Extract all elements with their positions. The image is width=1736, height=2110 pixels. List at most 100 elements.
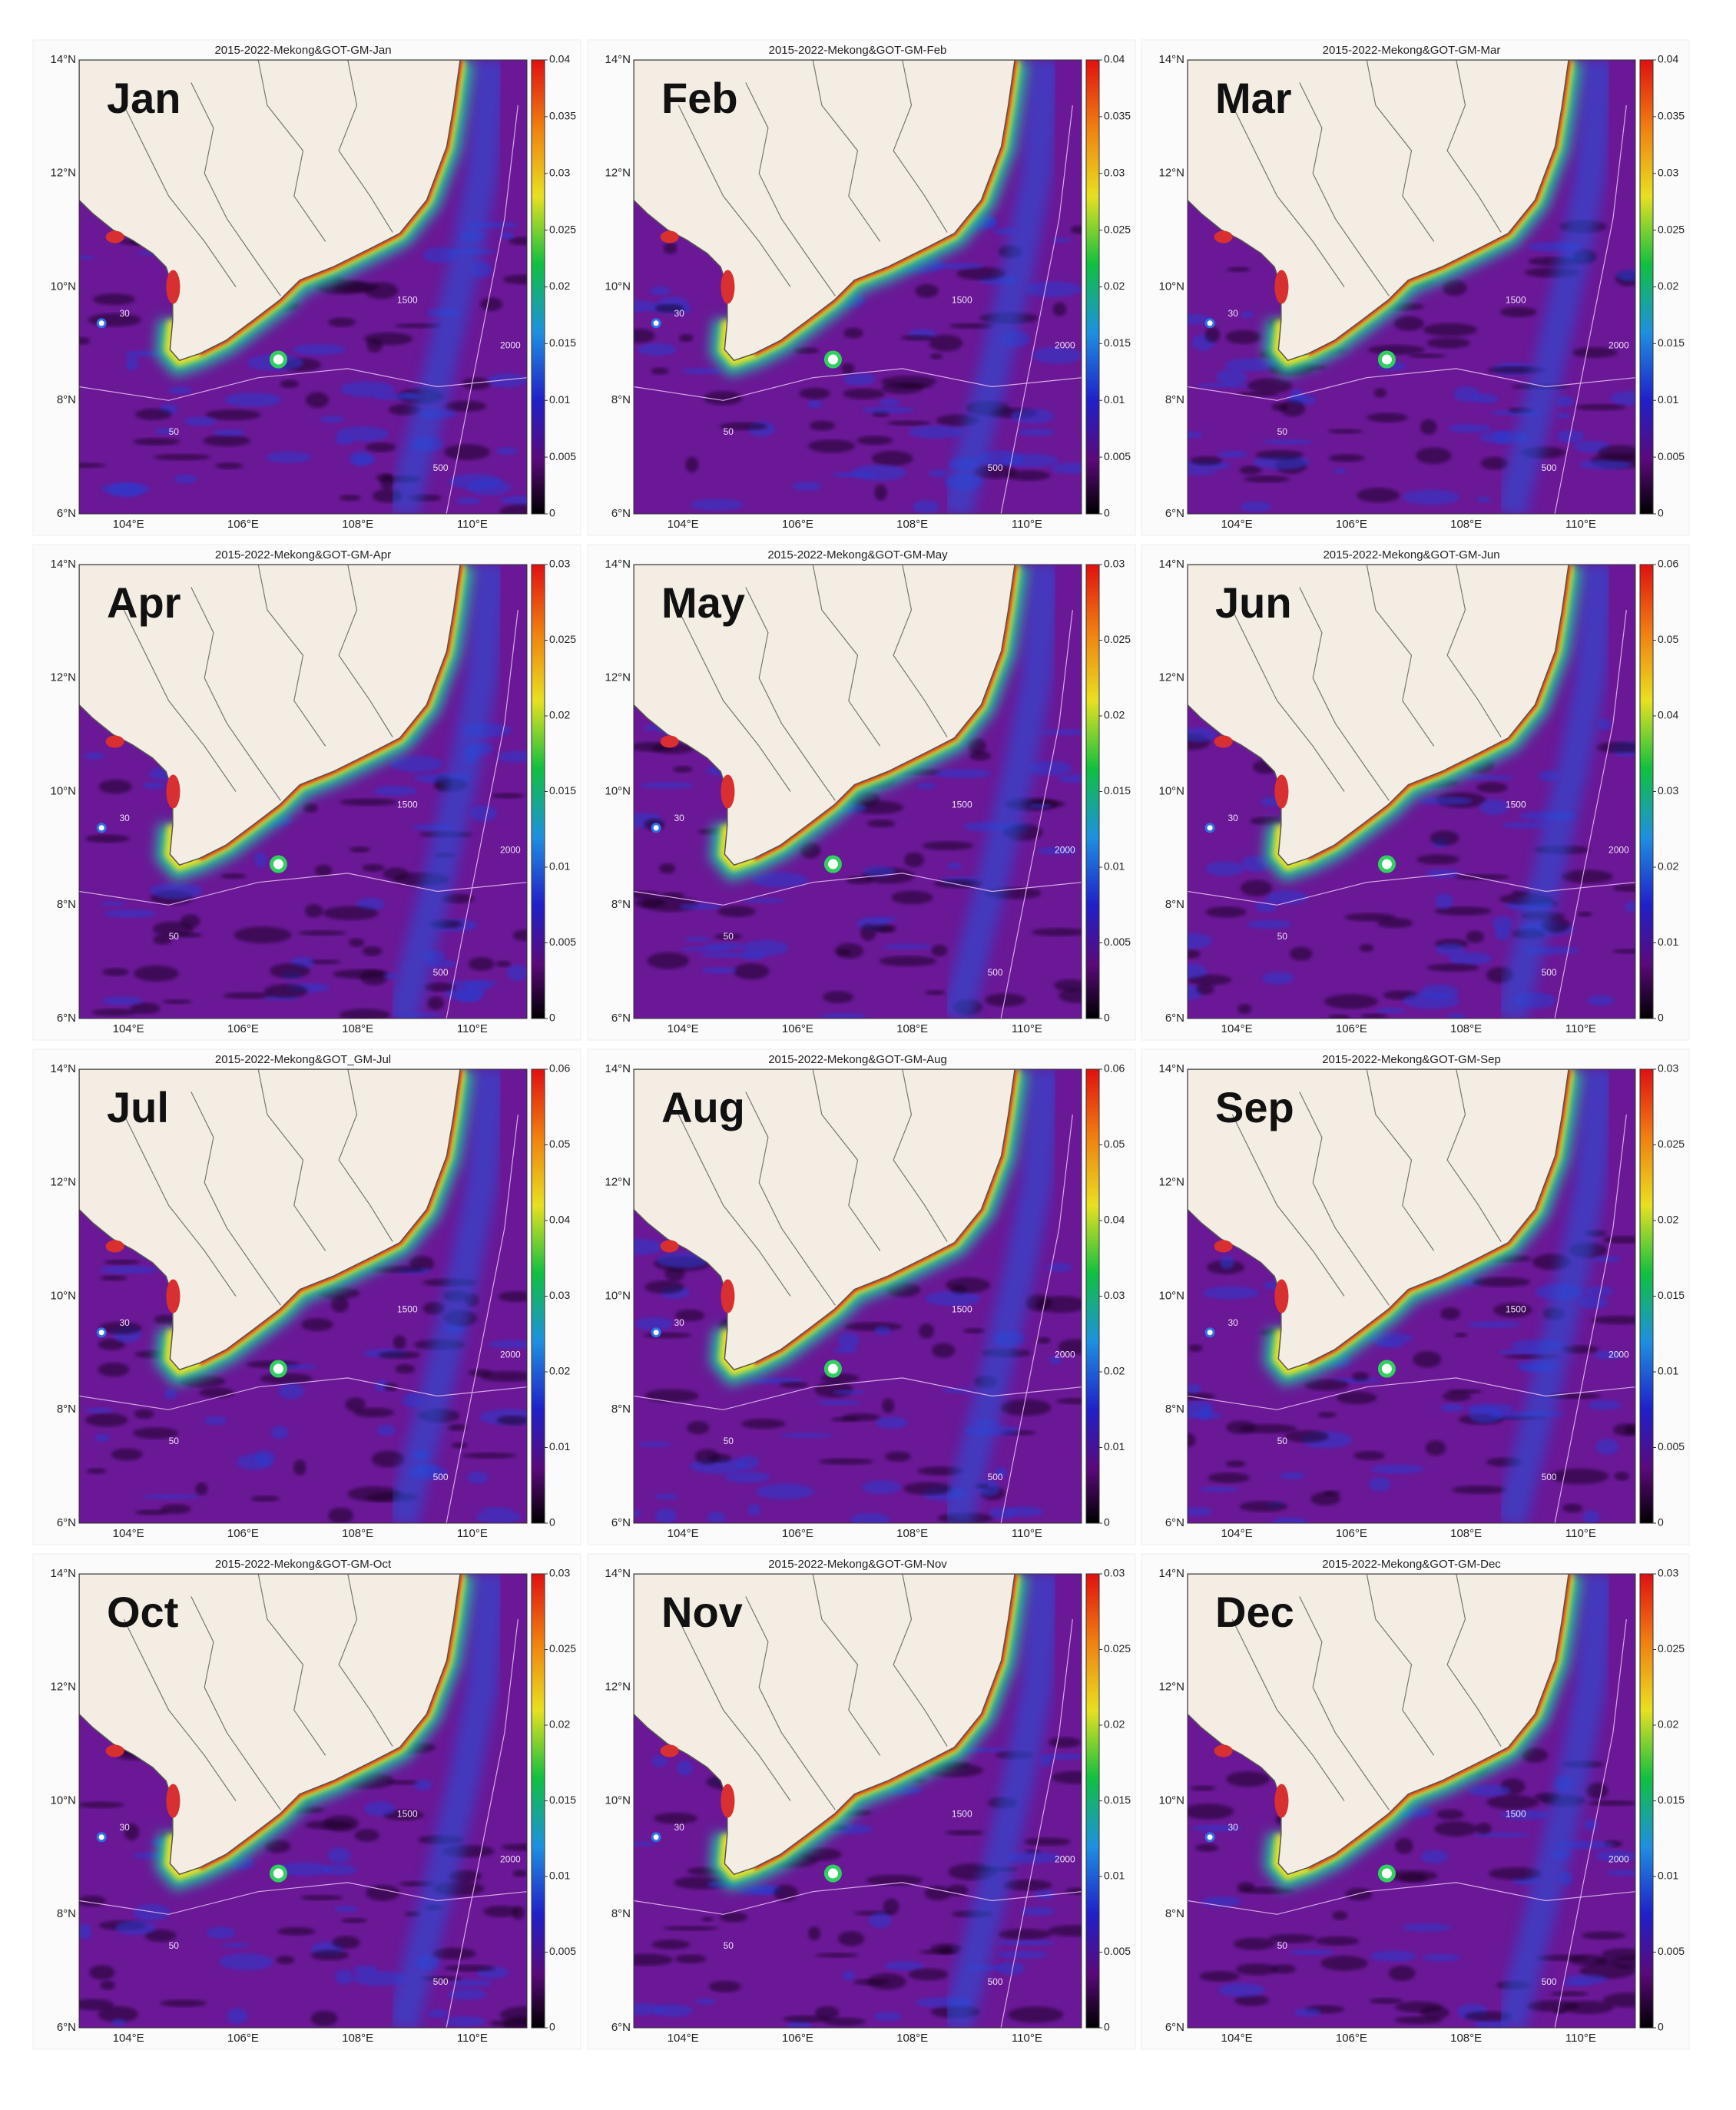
blue-patch <box>1625 901 1635 913</box>
dark-patch <box>929 353 943 359</box>
lat-tick-label: 6°N <box>57 1012 76 1025</box>
dark-patch <box>1208 1472 1251 1483</box>
dark-patch <box>1436 1809 1464 1820</box>
colorbar-tick-label: 0.03 <box>1658 166 1678 178</box>
contour-label: 30 <box>119 813 130 823</box>
dark-patch <box>1304 1379 1349 1391</box>
lat-tick-label: 8°N <box>1165 1403 1184 1416</box>
colorbar-tick-label: 0.03 <box>1104 1567 1125 1579</box>
dark-patch <box>860 923 876 941</box>
lat-tick-label: 14°N <box>605 53 631 66</box>
dark-patch <box>947 1884 969 1896</box>
island <box>269 855 287 873</box>
map-panel: 30 50 500 1500 2000 2015-2022-Mekong&GOT-GM-D… <box>1141 1553 1690 2050</box>
contour-label: 500 <box>988 462 1003 473</box>
island <box>1377 1360 1396 1378</box>
island <box>96 318 107 329</box>
blue-patch <box>1188 1507 1213 1516</box>
blue-patch <box>115 1920 156 1936</box>
dark-patch <box>1056 1398 1082 1405</box>
blue-patch <box>1050 237 1072 243</box>
dark-patch <box>707 1453 732 1462</box>
blue-patch <box>1032 346 1082 364</box>
dark-patch <box>1234 1995 1269 2006</box>
colorbar-tick-label: 0.01 <box>1658 936 1678 948</box>
colorbar-tick-label: 0.01 <box>1104 1440 1125 1452</box>
colorbar-tick-label: 0.02 <box>1104 1365 1125 1377</box>
dark-patch <box>879 956 937 967</box>
blue-patch <box>108 482 144 498</box>
dark-patch <box>1591 1315 1635 1325</box>
dark-patch <box>1582 1931 1626 1940</box>
contour <box>1000 1619 1073 2028</box>
dark-patch <box>1480 456 1509 470</box>
blue-patch <box>1205 861 1244 876</box>
dark-patch <box>1052 1770 1082 1784</box>
map-panel: 30 50 500 1500 2000 2015-2022-Mekong&GOT-GM-M… <box>587 544 1136 1041</box>
panel-title: 2015-2022-Mekong&GOT-GM-Jan <box>214 44 391 57</box>
contour-label: 30 <box>1227 308 1238 319</box>
lon-tick-label: 106°E <box>227 2032 259 2045</box>
dark-patch <box>968 738 986 754</box>
dark-patch <box>445 1965 495 1972</box>
contour-label: 30 <box>119 1822 130 1833</box>
dark-patch <box>424 982 456 992</box>
month-label: Dec <box>1215 1588 1294 1636</box>
dark-patch <box>1612 949 1635 954</box>
colorbar-tick-label: 0.02 <box>1658 860 1678 873</box>
island <box>1204 1832 1215 1843</box>
dark-patch <box>1426 337 1470 349</box>
map-border <box>1187 564 1636 1019</box>
blue-patch <box>1366 1333 1413 1344</box>
colorbar-tick-label: 0.005 <box>549 1945 576 1957</box>
river <box>745 1091 836 1306</box>
dark-patch <box>1359 943 1374 952</box>
dark-patch <box>269 963 310 979</box>
lon-tick-label: 108°E <box>1450 1022 1482 1035</box>
dark-patch <box>687 1421 710 1435</box>
contour-label: 50 <box>169 931 180 942</box>
blue-patch <box>850 1512 890 1523</box>
blue-patch <box>376 1424 396 1436</box>
blue-patch <box>219 1953 273 1971</box>
blue-patch <box>1476 496 1491 503</box>
blue-patch <box>743 898 786 903</box>
blue-patch <box>1049 1356 1062 1365</box>
dark-patch <box>452 1442 468 1449</box>
dark-patch <box>1268 1933 1316 1943</box>
colorbar-tick-label: 0.015 <box>1104 336 1131 349</box>
shelf-band <box>1495 1069 1615 1523</box>
blue-patch <box>913 499 939 514</box>
red-patch <box>105 230 124 243</box>
blue-patch <box>1474 1832 1531 1837</box>
dark-patch <box>1048 1737 1082 1748</box>
dark-patch <box>1315 1936 1360 1946</box>
blue-patch <box>444 2016 485 2027</box>
lat-tick-label: 6°N <box>611 507 631 520</box>
dark-patch <box>807 1926 821 1941</box>
lon-tick-label: 104°E <box>1221 518 1253 531</box>
colorbar-tick-label: 0.015 <box>1658 336 1685 349</box>
lat-tick-label: 14°N <box>50 1062 76 1075</box>
dark-patch <box>783 2015 830 2023</box>
lat-tick-label: 8°N <box>1165 393 1184 406</box>
dark-patch <box>1191 1785 1216 1791</box>
dark-patch <box>387 1780 419 1785</box>
blue-patch <box>1447 1013 1466 1019</box>
dark-patch <box>498 1291 527 1303</box>
colorbar-tick-label: 0.05 <box>549 1138 570 1150</box>
blue-patch <box>293 343 346 356</box>
dark-patch <box>1188 1804 1234 1820</box>
dark-patch <box>644 1389 699 1403</box>
blue-patch <box>487 373 527 388</box>
dark-patch <box>102 968 129 976</box>
dark-patch <box>1561 870 1613 883</box>
dark-patch <box>301 1318 333 1331</box>
blue-patch <box>104 909 156 918</box>
blue-patch <box>154 428 174 435</box>
dark-patch <box>462 1452 517 1459</box>
blue-patch <box>1191 1824 1242 1832</box>
dark-patch <box>1367 412 1408 422</box>
lat-tick-label: 6°N <box>1165 1012 1184 1025</box>
blue-patch <box>1462 775 1515 780</box>
